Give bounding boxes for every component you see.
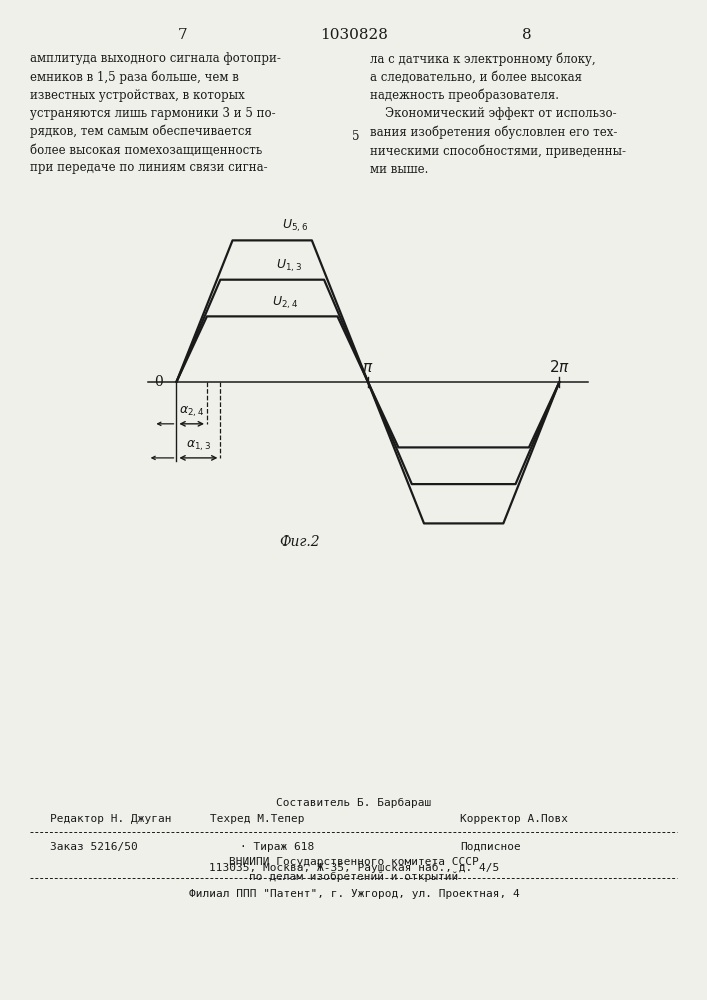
Text: $\alpha_{2,4}$: $\alpha_{2,4}$ bbox=[179, 404, 204, 419]
Text: $U_{2,4}$: $U_{2,4}$ bbox=[272, 295, 298, 311]
Text: $\pi$: $\pi$ bbox=[362, 361, 373, 375]
Text: Составитель Б. Барбараш: Составитель Б. Барбараш bbox=[276, 798, 432, 808]
Text: · Тираж 618: · Тираж 618 bbox=[240, 842, 314, 852]
Text: $U_{5,6}$: $U_{5,6}$ bbox=[282, 217, 308, 234]
Text: Техред М.Тепер: Техред М.Тепер bbox=[210, 814, 305, 824]
Text: по делам изобретений и открытий: по делам изобретений и открытий bbox=[250, 871, 459, 882]
Text: Редактор Н. Джуган: Редактор Н. Джуган bbox=[50, 814, 172, 824]
Text: $2\pi$: $2\pi$ bbox=[549, 359, 570, 375]
Text: Заказ 5216/50: Заказ 5216/50 bbox=[50, 842, 138, 852]
Text: Филиал ППП "Патент", г. Ужгород, ул. Проектная, 4: Филиал ППП "Патент", г. Ужгород, ул. Про… bbox=[189, 889, 520, 899]
Text: ла с датчика к электронному блоку,
а следовательно, и более высокая
надежность п: ла с датчика к электронному блоку, а сле… bbox=[370, 52, 626, 176]
Text: амплитуда выходного сигнала фотопри-
емников в 1,5 раза больше, чем в
известных : амплитуда выходного сигнала фотопри- емн… bbox=[30, 52, 281, 174]
Text: $\alpha_{1,3}$: $\alpha_{1,3}$ bbox=[186, 438, 211, 453]
Text: 8: 8 bbox=[522, 28, 532, 42]
Text: ВНИИПИ Государственного комитета СССР: ВНИИПИ Государственного комитета СССР bbox=[229, 857, 479, 867]
Text: 7: 7 bbox=[178, 28, 188, 42]
Text: 1030828: 1030828 bbox=[320, 28, 388, 42]
Text: $U_{1,3}$: $U_{1,3}$ bbox=[276, 258, 302, 274]
Text: Подписное: Подписное bbox=[460, 842, 521, 852]
Text: 113035, Москва, Ж-35, Раушская наб., д. 4/5: 113035, Москва, Ж-35, Раушская наб., д. … bbox=[209, 863, 499, 873]
Text: Корректор А.Повх: Корректор А.Повх bbox=[460, 814, 568, 824]
Text: 5: 5 bbox=[352, 130, 360, 143]
Text: 0: 0 bbox=[154, 375, 163, 389]
Text: Фиг.2: Фиг.2 bbox=[280, 535, 320, 549]
